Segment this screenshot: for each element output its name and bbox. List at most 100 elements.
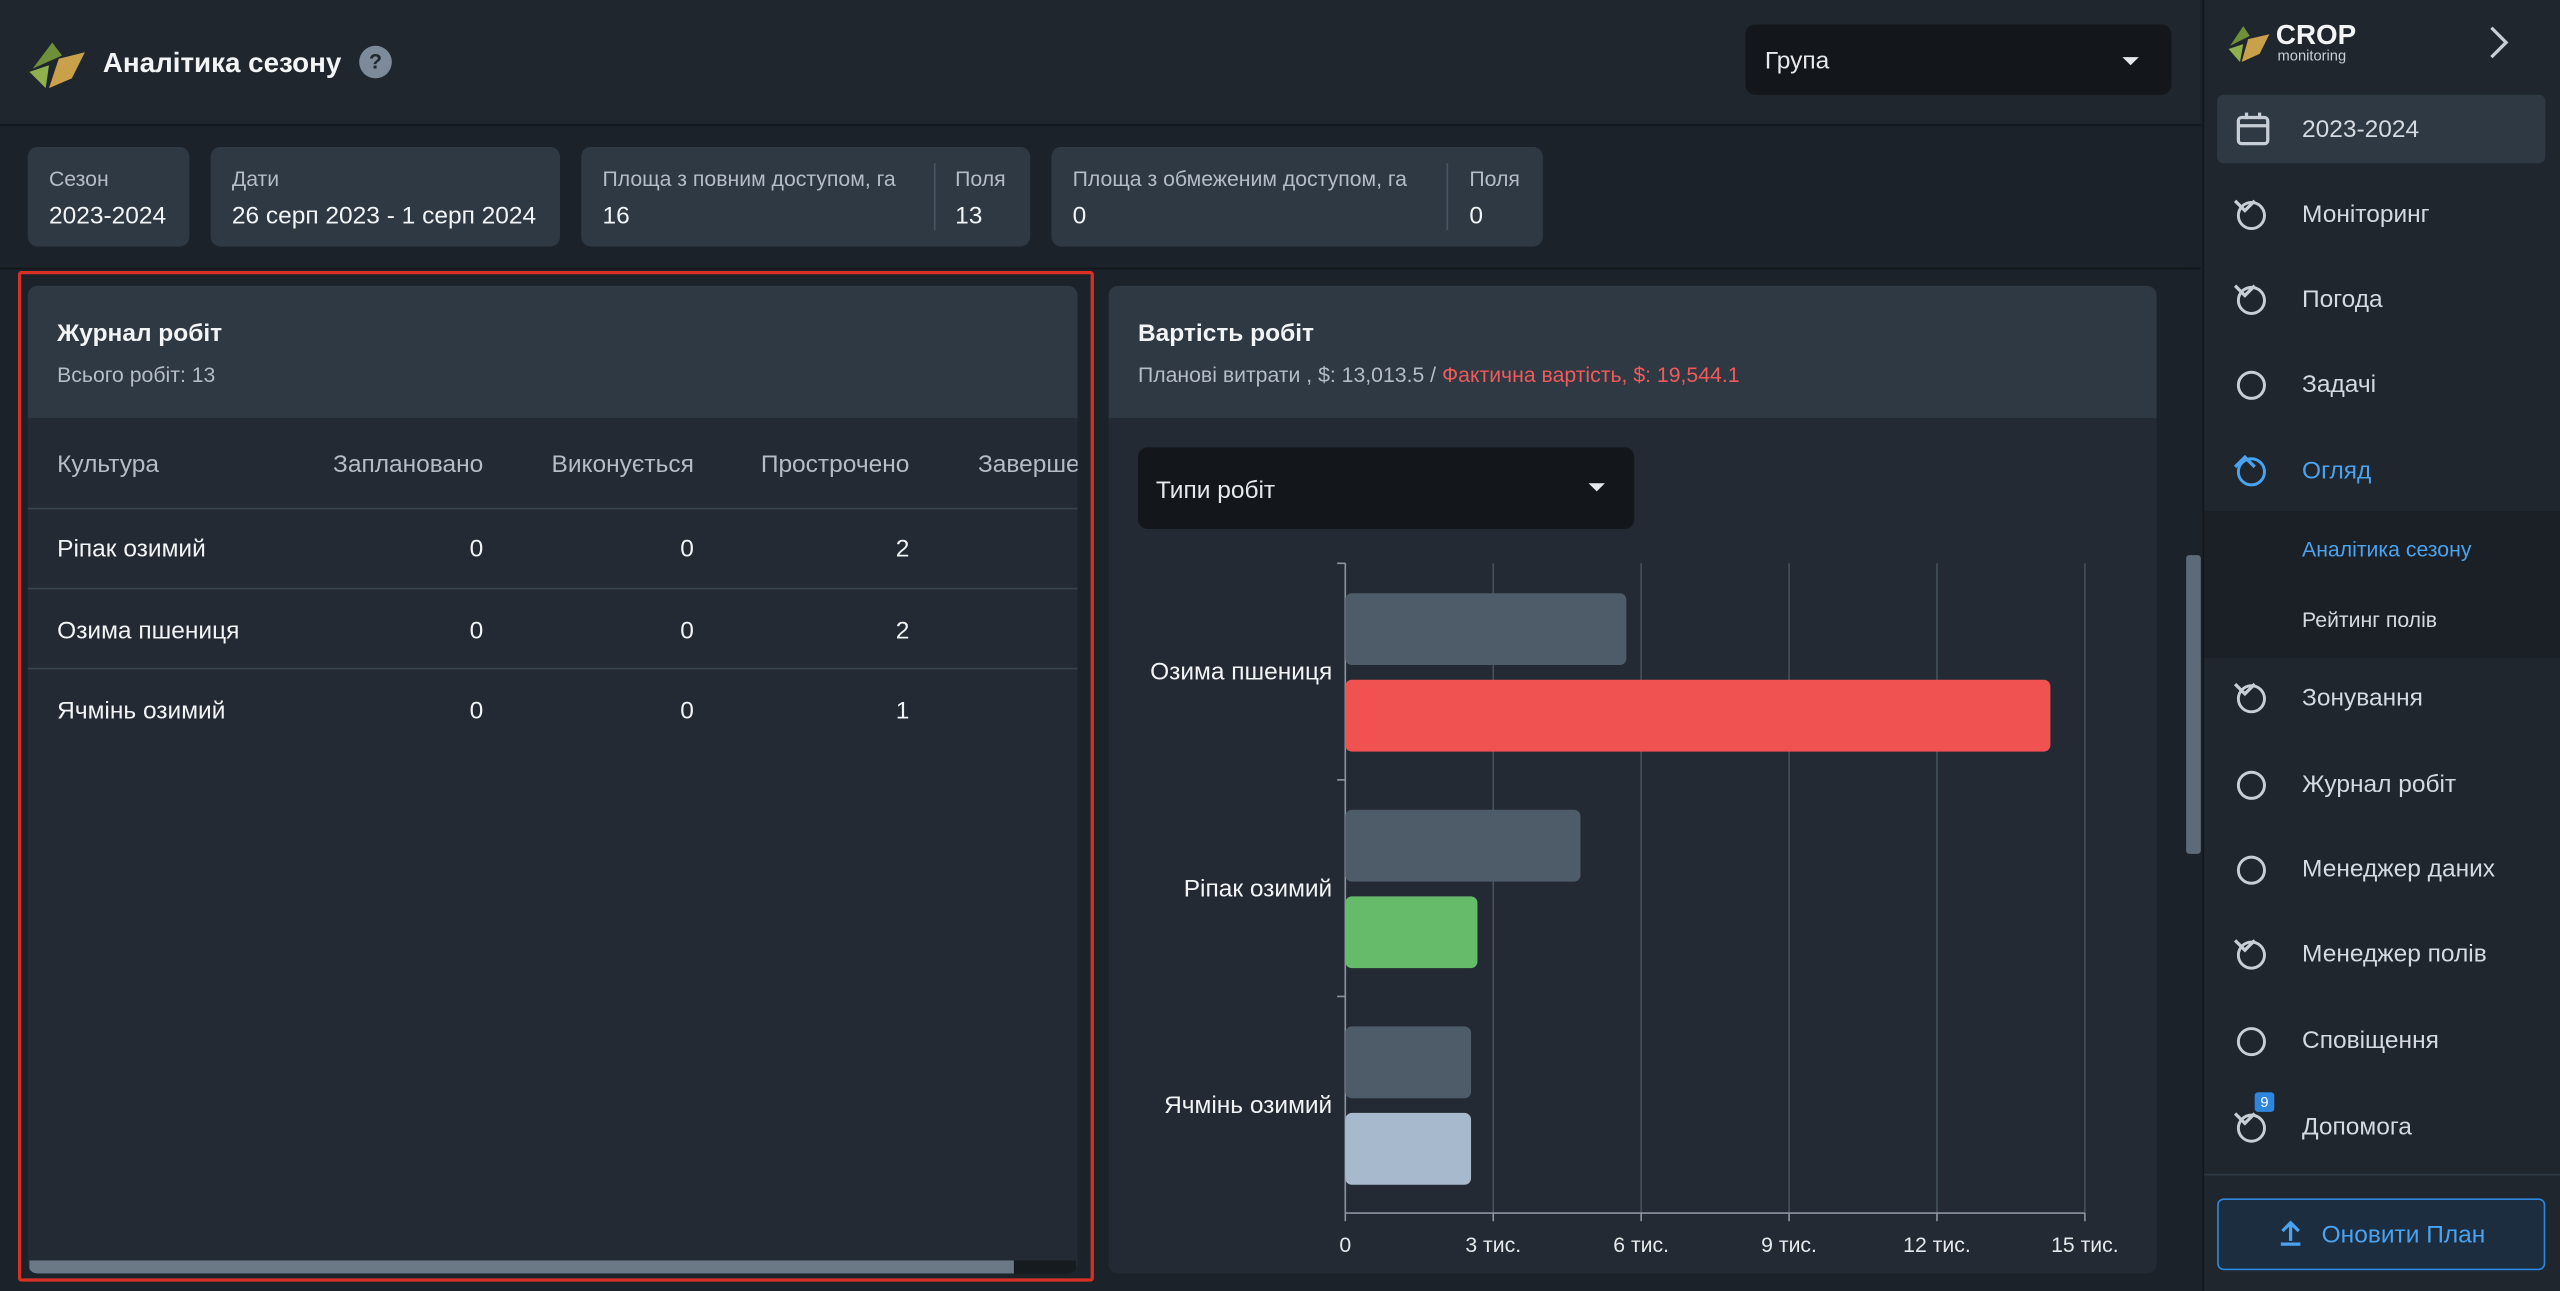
select-label: Типи робіт [1155, 476, 1276, 505]
menu-item[interactable]: Менеджер полів [2204, 919, 2560, 991]
menu-item[interactable]: Менеджер даних [2204, 834, 2560, 906]
help-button[interactable]: ? [359, 45, 392, 79]
card-value: 0 [1072, 202, 1087, 231]
count-cell: 1 [895, 697, 910, 725]
y-tick-label: Ячмінь озимий [1164, 1092, 1332, 1119]
card-label: Площа з повним доступом, га [602, 166, 896, 192]
x-tick-label: 9 тис. [1761, 1234, 1817, 1257]
menu-icon [2236, 370, 2266, 400]
column-header: Заплановано [333, 450, 484, 479]
info-card: Сезон 2023-2024 [27, 146, 190, 247]
bar [1345, 896, 1478, 969]
menu-icon [2236, 1027, 2266, 1057]
x-tick-label: 15 тис. [2051, 1234, 2119, 1257]
menu-item[interactable]: Моніторинг [2204, 180, 2560, 252]
expand-chevron[interactable] [2233, 198, 2256, 214]
column-header: Прострочено [760, 450, 910, 479]
menu-label: Менеджер полів [2302, 940, 2487, 969]
column-header: Культура [57, 450, 159, 479]
panel-subtitle: Всього робіт: 13 [57, 362, 216, 387]
menu-label: Погода [2302, 285, 2383, 314]
menu-label: Огляд [2302, 457, 2372, 485]
menu-label: Журнал робіт [2302, 770, 2457, 799]
v-scrollbar[interactable] [2186, 269, 2201, 1291]
app-logo [29, 42, 85, 89]
count-cell: 0 [680, 535, 694, 564]
card-label: Сезон [48, 166, 109, 192]
season-select[interactable]: 2023-2024 [2217, 94, 2546, 164]
page-title: Аналітика сезону [102, 47, 342, 79]
count-cell: 0 [469, 697, 484, 725]
menu-label: Зонування [2302, 684, 2423, 712]
x-tick-label: 12 тис. [1903, 1234, 1971, 1257]
panel-title: Журнал робіт [57, 319, 223, 348]
row-divider [27, 587, 1078, 590]
planned-cost: Планові витрати , $: 13,013.5 / [1137, 362, 1437, 387]
group-select[interactable]: Група [1745, 24, 2172, 95]
highlight-box [17, 271, 1094, 1282]
sidebar: CROP monitoring 2023-2024 Оновити План М… [2202, 0, 2560, 1291]
expand-chevron[interactable] [2233, 937, 2256, 953]
submenu [2204, 511, 2560, 658]
menu-icon [2236, 457, 2266, 487]
bar [1345, 679, 2051, 752]
menu-label: Допомога [2302, 1113, 2412, 1142]
card-value: 16 [602, 202, 630, 231]
card-label: Площа з обмеженим доступом, га [1072, 166, 1407, 192]
panel-title: Вартість робіт [1137, 319, 1315, 348]
bar [1345, 809, 1581, 882]
row-divider [27, 667, 1078, 670]
menu-label: Моніторинг [2302, 200, 2430, 229]
submenu-item[interactable]: Аналітика сезону [2302, 537, 2472, 562]
h-scrollbar[interactable] [29, 1260, 1076, 1274]
expand-chevron[interactable] [2233, 282, 2256, 298]
info-card: Площа з повним доступом, га 16 Поля 13 [581, 146, 1031, 247]
expand-chevron[interactable] [2233, 1110, 2256, 1126]
bar [1345, 593, 1627, 666]
count-cell: 2 [895, 535, 910, 564]
update-plan-button[interactable]: Оновити План [2217, 1198, 2546, 1271]
help-badge: 9 [2254, 1092, 2275, 1112]
menu-icon [2236, 770, 2266, 800]
menu-item[interactable]: Допомога 9 [2204, 1092, 2560, 1164]
menu-label: Сповіщення [2302, 1026, 2439, 1055]
crop-logo-icon [2228, 26, 2270, 63]
button-label: Оновити План [2321, 1221, 2486, 1249]
card-label: Поля [1469, 166, 1520, 192]
menu-label: Задачі [2302, 370, 2377, 399]
cost-chart: 0 3 тис. 6 тис. 9 тис. 12 тис. 15 тис. Озима п… [1150, 562, 2119, 1257]
menu-item[interactable]: Зонування [2204, 663, 2560, 735]
menu-item[interactable]: Сповіщення [2204, 1006, 2560, 1078]
actual-cost: Фактична вартість, $: 19,544.1 [1442, 362, 1740, 387]
card-label: Поля [955, 166, 1006, 192]
count-cell: 0 [469, 616, 484, 645]
count-cell: 0 [469, 535, 484, 564]
menu-item[interactable]: Огляд [2204, 436, 2560, 508]
x-tick-label: 0 [1339, 1234, 1351, 1257]
menu-icon [2236, 855, 2266, 885]
info-card: Площа з обмеженим доступом, га 0 Поля 0 [1051, 146, 1543, 247]
expand-chevron[interactable] [2233, 681, 2256, 697]
select-label: Група [1764, 47, 1830, 76]
y-tick-label: Ріпак озимий [1184, 875, 1333, 902]
x-tick-label: 3 тис. [1465, 1234, 1521, 1257]
panel-subtitle: Планові витрати , $: 13,013.5 / Фактична… [1138, 362, 1740, 386]
menu-item[interactable]: Погода [2204, 264, 2560, 336]
expand-chevron[interactable] [2233, 454, 2256, 470]
count-cell: 0 [680, 616, 694, 645]
work-type-select[interactable]: Типи робіт [1137, 447, 1635, 529]
collapse-button[interactable] [2482, 23, 2515, 62]
crop-cell: Озима пшениця [57, 616, 240, 645]
y-tick-label: Озима пшениця [1150, 659, 1332, 686]
card-value: 2023-2024 [48, 202, 167, 231]
menu-item[interactable]: Задачі [2204, 349, 2560, 421]
count-cell: 2 [895, 616, 910, 645]
submenu-item[interactable]: Рейтинг полів [2302, 607, 2438, 632]
top-bar: Аналітика сезону ? Група [0, 0, 2201, 126]
bar [1345, 1112, 1472, 1185]
x-tick-label: 6 тис. [1613, 1234, 1669, 1257]
work-log-panel: Журнал робіт Всього робіт: 13 Культура За… [27, 285, 1078, 1274]
count-cell: 0 [680, 697, 694, 725]
menu-item[interactable]: Журнал робіт [2204, 749, 2560, 821]
